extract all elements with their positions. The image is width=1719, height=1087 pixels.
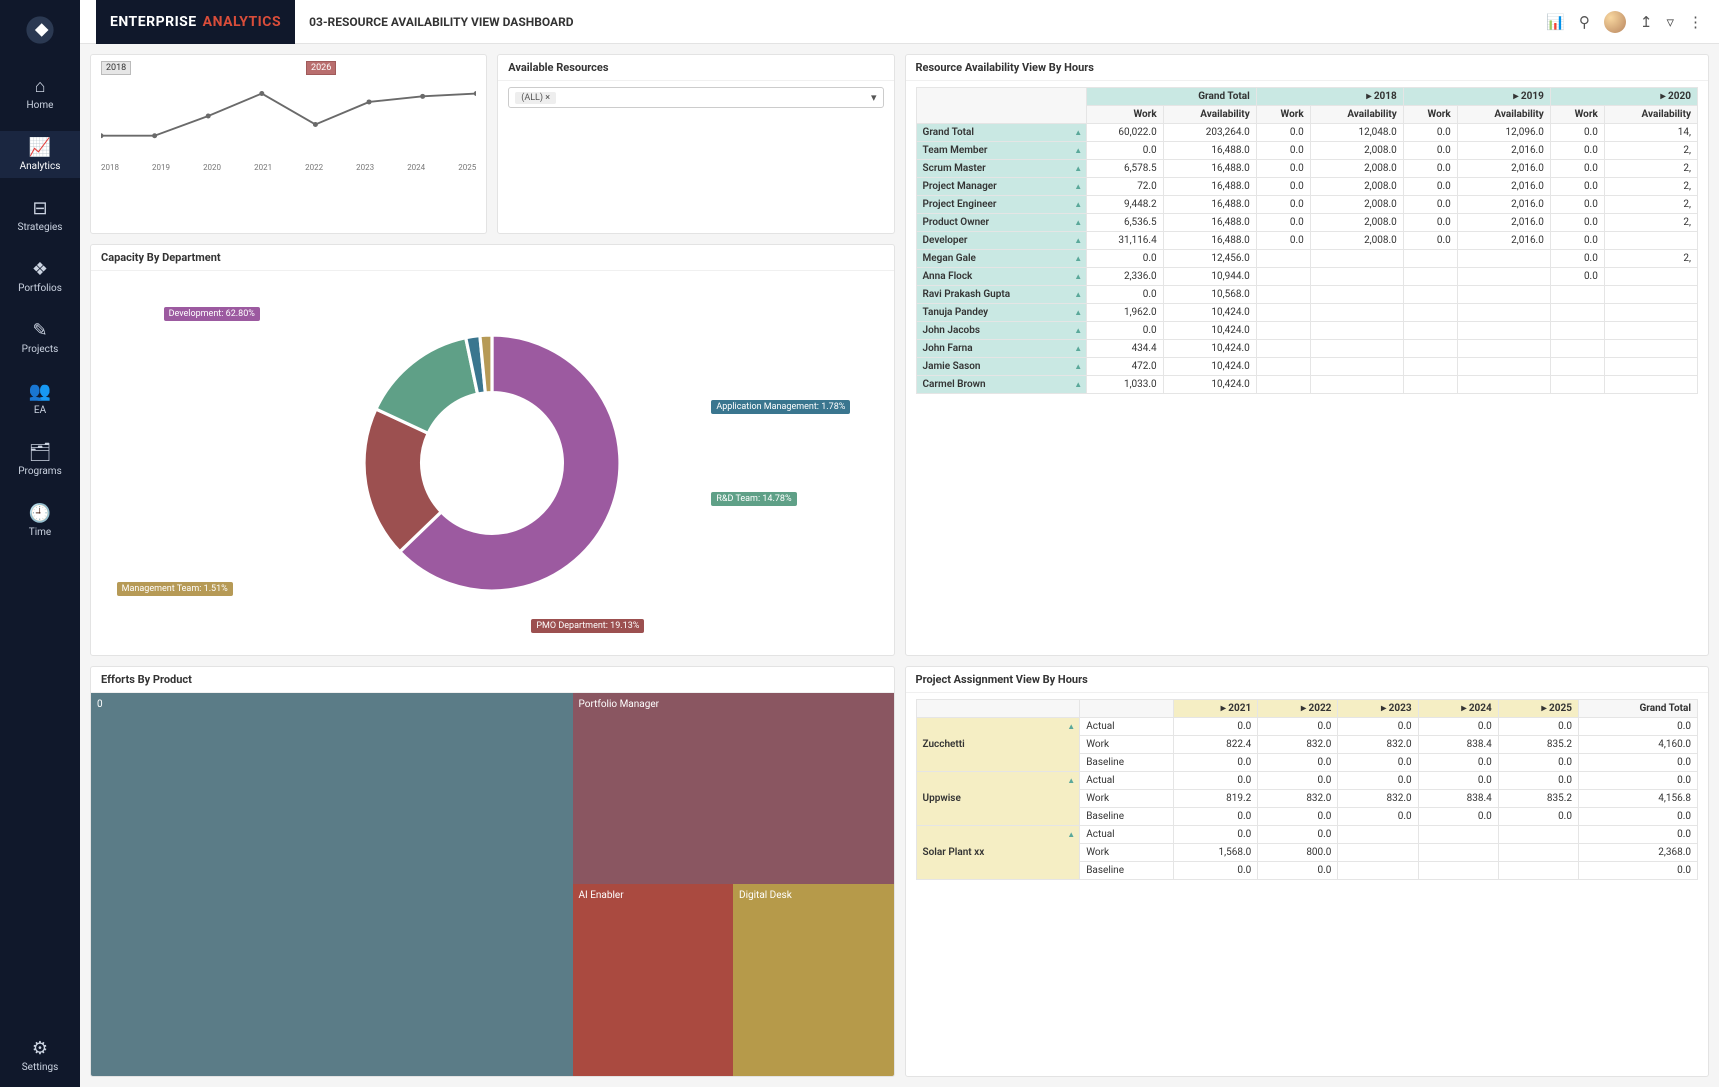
chip-close-icon[interactable]: × — [545, 93, 550, 103]
programs-icon: 🗂 — [0, 442, 80, 463]
sidebar-item-home[interactable]: ⌂ Home — [0, 70, 80, 117]
table-row-header[interactable]: Scrum Master▲ — [916, 160, 1087, 178]
table-row-header[interactable]: Project Engineer▲ — [916, 196, 1087, 214]
year-end-badge[interactable]: 2026 — [306, 61, 336, 75]
donut-label: Application Management: 1.78% — [711, 400, 850, 414]
availability-table[interactable]: Grand Total▸ 2018▸ 2019▸ 2020WorkAvailab… — [916, 87, 1699, 394]
sidebar-item-label: Home — [27, 100, 54, 111]
assignment-panel: Project Assignment View By Hours ▸ 2021▸… — [905, 666, 1710, 1078]
sidebar-item-label: EA — [34, 405, 46, 416]
table-row-header[interactable]: Zucchetti▲ — [916, 717, 1080, 771]
availability-panel: Resource Availability View By Hours Gran… — [905, 54, 1710, 656]
sidebar-item-label: Programs — [18, 466, 61, 477]
sidebar-item-label: Analytics — [20, 161, 61, 172]
ea-icon: 👥 — [0, 381, 80, 402]
table-row-header[interactable]: Jamie Sason▲ — [916, 358, 1087, 376]
brand-name: ENTERPRISE — [110, 14, 197, 30]
sidebar-item-label: Time — [29, 527, 51, 538]
table-row-header[interactable]: John Farna▲ — [916, 340, 1087, 358]
efforts-treemap[interactable]: 0 Portfolio Manager AI Enabler Digital D… — [91, 693, 894, 1077]
treemap-cell-digital-desk[interactable]: Digital Desk — [733, 884, 894, 1076]
topbar: ENTERPRISE ANALYTICS 03-RESOURCE AVAILAB… — [80, 0, 1719, 44]
year-tick: 2021 — [254, 163, 272, 172]
year-start-badge[interactable]: 2018 — [101, 61, 131, 75]
assignment-title: Project Assignment View By Hours — [906, 667, 1709, 693]
sidebar-item-programs[interactable]: 🗂 Programs — [0, 436, 80, 483]
treemap-cell-0[interactable]: 0 — [91, 693, 573, 1077]
chart-icon[interactable]: 📊 — [1546, 13, 1565, 31]
more-icon[interactable]: ⋮ — [1688, 13, 1703, 31]
projects-icon: ✎ — [0, 320, 80, 341]
capacity-by-department-title: Capacity By Department — [91, 245, 894, 271]
table-row-header[interactable]: Anna Flock▲ — [916, 268, 1087, 286]
sidebar-item-time[interactable]: 🕘 Time — [0, 497, 80, 544]
year-tick: 2023 — [356, 163, 374, 172]
capacity-by-department-panel: Capacity By Department Development: 62.8… — [90, 244, 895, 656]
export-icon[interactable]: ↥ — [1640, 13, 1653, 31]
sidebar-item-ea[interactable]: 👥 EA — [0, 375, 80, 422]
donut-label: Development: 62.80% — [164, 307, 260, 321]
resources-dropdown[interactable]: (ALL) × ▾ — [508, 87, 883, 108]
table-row-header[interactable]: Project Manager▲ — [916, 178, 1087, 196]
chevron-down-icon: ▾ — [871, 91, 877, 104]
sidebar-settings[interactable]: ⚙ Settings — [0, 1024, 80, 1087]
donut-label: R&D Team: 14.78% — [711, 492, 796, 506]
gear-icon: ⚙ — [0, 1038, 80, 1059]
treemap-cell-portfolio-manager[interactable]: Portfolio Manager — [573, 693, 894, 885]
home-icon: ⌂ — [0, 76, 80, 97]
analytics-icon: 📈 — [0, 137, 80, 158]
top-actions: 📊 ⚲ ↥ ▿ ⋮ — [1546, 11, 1703, 33]
efforts-by-product-title: Efforts By Product — [91, 667, 894, 693]
treemap-cell-ai-enabler[interactable]: AI Enabler — [573, 884, 734, 1076]
available-resources-title: Available Resources — [498, 55, 893, 81]
sidebar-item-projects[interactable]: ✎ Projects — [0, 314, 80, 361]
sidebar: ⌂ Home 📈 Analytics ⊟ Strategies ❖ Portfolios ✎ Pr… — [0, 0, 80, 1087]
sidebar-item-portfolios[interactable]: ❖ Portfolios — [0, 253, 80, 300]
resources-chip: (ALL) × — [515, 92, 556, 104]
table-row-header[interactable]: Product Owner▲ — [916, 214, 1087, 232]
sidebar-item-label: Strategies — [18, 222, 63, 233]
sidebar-settings-label: Settings — [22, 1062, 59, 1073]
table-row-header[interactable]: Team Member▲ — [916, 142, 1087, 160]
efforts-by-product-panel: Efforts By Product 0 Portfolio Manager A… — [90, 666, 895, 1078]
brand: ENTERPRISE ANALYTICS — [96, 0, 295, 44]
sidebar-item-label: Projects — [22, 344, 59, 355]
app-logo — [20, 10, 60, 50]
capacity-donut-chart[interactable] — [332, 303, 652, 623]
assignment-table[interactable]: ▸ 2021▸ 2022▸ 2023▸ 2024▸ 2025Grand Tota… — [916, 699, 1699, 880]
available-resources-panel: Available Resources (ALL) × ▾ — [497, 54, 894, 234]
table-row-header[interactable]: Ravi Prakash Gupta▲ — [916, 286, 1087, 304]
year-tick: 2024 — [407, 163, 425, 172]
portfolios-icon: ❖ — [0, 259, 80, 280]
strategies-icon: ⊟ — [0, 198, 80, 219]
table-row-header[interactable]: Solar Plant xx▲ — [916, 825, 1080, 879]
availability-title: Resource Availability View By Hours — [906, 55, 1709, 81]
year-tick: 2025 — [458, 163, 476, 172]
year-tick: 2018 — [101, 163, 119, 172]
year-tick: 2020 — [203, 163, 221, 172]
table-row-header[interactable]: Uppwise▲ — [916, 771, 1080, 825]
hierarchy-icon[interactable]: ⚲ — [1579, 13, 1590, 31]
table-row-header[interactable]: Tanuja Pandey▲ — [916, 304, 1087, 322]
time-icon: 🕘 — [0, 503, 80, 524]
time-filter-panel: 2018 2026 2018 2019 2020 2021 2022 2023 2024 20… — [90, 54, 487, 234]
table-row-header[interactable]: Carmel Brown▲ — [916, 376, 1087, 394]
brand-accent: ANALYTICS — [203, 14, 281, 30]
time-sparkline[interactable] — [101, 81, 476, 156]
donut-label: Management Team: 1.51% — [117, 582, 233, 596]
table-row-header[interactable]: Developer▲ — [916, 232, 1087, 250]
donut-label: PMO Department: 19.13% — [531, 619, 644, 633]
sidebar-item-analytics[interactable]: 📈 Analytics — [0, 131, 80, 178]
sidebar-item-strategies[interactable]: ⊟ Strategies — [0, 192, 80, 239]
year-tick: 2019 — [152, 163, 170, 172]
sidebar-item-label: Portfolios — [18, 283, 62, 294]
year-tick: 2022 — [305, 163, 323, 172]
table-row-header[interactable]: Megan Gale▲ — [916, 250, 1087, 268]
table-row-header[interactable]: Grand Total▲ — [916, 124, 1087, 142]
dashboard-title: 03-RESOURCE AVAILABILITY VIEW DASHBOARD — [309, 15, 574, 29]
avatar[interactable] — [1604, 11, 1626, 33]
filter-icon[interactable]: ▿ — [1666, 13, 1674, 31]
table-row-header[interactable]: John Jacobs▲ — [916, 322, 1087, 340]
